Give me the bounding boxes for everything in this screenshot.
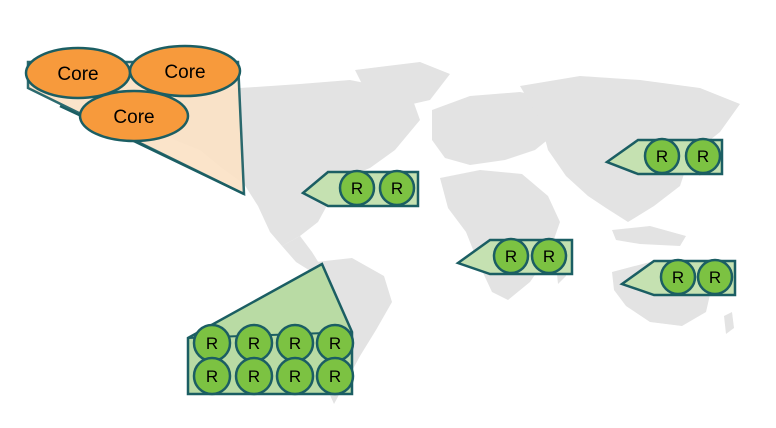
replica-node: R — [378, 169, 416, 207]
replica-label: R — [697, 147, 709, 166]
replica-label: R — [206, 367, 218, 386]
core-node-label: Core — [57, 64, 98, 85]
replica-node: R — [192, 323, 232, 363]
map-africa — [440, 170, 560, 300]
replica-label: R — [329, 367, 341, 386]
replica-label: R — [672, 268, 684, 287]
replica-node: R — [684, 137, 722, 175]
replica-node: R — [315, 323, 355, 363]
replica-group-south-america: R R R R R R R R — [186, 262, 355, 396]
core-node-label: Core — [164, 62, 205, 83]
replica-label: R — [505, 247, 517, 266]
core-node: Core — [78, 89, 190, 143]
replica-label: R — [248, 367, 260, 386]
replica-node: R — [696, 258, 734, 296]
replica-group-australia: R R — [619, 258, 737, 297]
replica-label: R — [656, 147, 668, 166]
replica-label: R — [329, 334, 341, 353]
replica-label: R — [289, 334, 301, 353]
map-new-zealand — [724, 312, 734, 334]
replica-node: R — [643, 137, 681, 175]
replica-node: R — [338, 169, 376, 207]
map-central-america — [282, 236, 322, 272]
map-greenland — [355, 62, 450, 108]
replica-label: R — [206, 334, 218, 353]
replica-group-africa: R R — [455, 237, 574, 276]
core-node-label: Core — [113, 107, 154, 128]
replica-node: R — [315, 356, 355, 396]
replica-node: R — [659, 258, 697, 296]
core-node: Core — [128, 44, 242, 98]
replica-node: R — [234, 323, 274, 363]
replica-group-north-america: R R — [300, 169, 420, 208]
replica-label: R — [543, 247, 555, 266]
replica-label: R — [351, 179, 363, 198]
map-europe — [432, 92, 560, 165]
map-indonesia — [612, 226, 686, 246]
replica-label: R — [289, 367, 301, 386]
replica-node: R — [192, 356, 232, 396]
replica-label: R — [709, 268, 721, 287]
replica-node: R — [492, 237, 530, 275]
core-cluster: Core Core Core — [24, 44, 242, 143]
core-node: Core — [24, 46, 132, 100]
replica-group-east-asia: R R — [604, 137, 724, 176]
replica-node: R — [234, 356, 274, 396]
replica-node: R — [275, 323, 315, 363]
replica-label: R — [248, 334, 260, 353]
replica-node: R — [275, 356, 315, 396]
replica-node: R — [530, 237, 568, 275]
replica-label: R — [391, 179, 403, 198]
